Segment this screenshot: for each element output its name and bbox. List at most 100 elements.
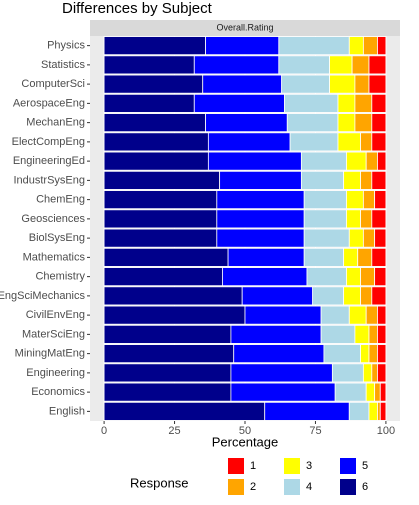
bar-segment	[264, 401, 350, 421]
bar-segment	[351, 55, 370, 75]
y-tick-label: BiolSysEng	[29, 232, 85, 244]
facet-strip	[90, 20, 400, 36]
bar-segment	[371, 113, 387, 133]
bar-segment	[103, 36, 206, 56]
bar-segment	[362, 363, 373, 383]
bar-segment	[377, 363, 387, 383]
bar-segment	[371, 132, 387, 152]
x-tick-label: 0	[101, 425, 107, 437]
bar-segment	[360, 286, 373, 306]
y-tick-label: AerospaceEng	[13, 97, 85, 109]
bar-segment	[103, 363, 232, 383]
bar-segment	[103, 74, 204, 94]
bar-segment	[205, 113, 288, 133]
bar-segment	[103, 247, 229, 267]
bar-segment	[331, 363, 364, 383]
y-tick-label: Economics	[31, 386, 85, 398]
chart-title: Differences by Subject	[62, 0, 213, 17]
bar-segment	[303, 190, 347, 210]
bar-segment	[103, 228, 218, 248]
bar-segment	[303, 247, 345, 267]
bar-segment	[371, 93, 387, 113]
legend-swatch	[284, 458, 300, 474]
y-tick-label: Geosciences	[21, 213, 85, 225]
bar-segment	[343, 170, 361, 190]
bar-segment	[346, 151, 367, 171]
bar-segment	[103, 305, 246, 325]
bar-segment	[374, 190, 387, 210]
legend-swatch	[228, 458, 244, 474]
legend-title: Response	[130, 475, 189, 490]
bar-segment	[374, 228, 387, 248]
bar-segment	[377, 344, 387, 364]
bar-segment	[103, 190, 218, 210]
bar-segment	[300, 170, 345, 190]
y-tick-label: Mathematics	[23, 251, 86, 263]
bar-segment	[103, 382, 232, 402]
x-tick-label: 50	[239, 425, 251, 437]
bar-segment	[103, 267, 223, 287]
bar-segment	[103, 170, 221, 190]
bar-segment	[374, 382, 381, 402]
legend-label: 4	[306, 481, 312, 493]
bar-segment	[337, 93, 356, 113]
y-tick-label: English	[49, 405, 85, 417]
bar-segment	[371, 247, 387, 267]
bar-segment	[303, 209, 347, 229]
bar-segment	[230, 363, 333, 383]
bar-segment	[103, 324, 232, 344]
bar-segment	[360, 209, 373, 229]
bar-segment	[354, 74, 370, 94]
y-tick-label: ElectCompEng	[12, 136, 85, 148]
bar-segment	[103, 55, 195, 75]
bar-segment	[354, 113, 373, 133]
bar-segment	[360, 132, 373, 152]
y-tick-label: MiningMatEng	[15, 348, 85, 360]
bar-segment	[368, 401, 378, 421]
bar-segment	[368, 344, 378, 364]
bar-segment	[360, 170, 373, 190]
x-axis-label: Percentage	[212, 434, 279, 449]
bar-segment	[103, 209, 218, 229]
y-tick-label: MechanEng	[26, 117, 85, 129]
y-tick-label: EngSciMechanics	[0, 290, 85, 302]
bar-segment	[233, 344, 325, 364]
legend-label: 1	[250, 460, 256, 472]
x-tick-label: 25	[168, 425, 180, 437]
bar-segment	[371, 209, 387, 229]
bar-segment	[284, 93, 339, 113]
legend-swatch	[284, 479, 300, 495]
bar-segment	[368, 74, 387, 94]
legend-swatch	[228, 479, 244, 495]
bar-segment	[193, 93, 285, 113]
y-tick-label: MaterSciEng	[22, 328, 85, 340]
legend-swatch	[340, 479, 356, 495]
bar-segment	[103, 93, 195, 113]
bar-segment	[354, 93, 373, 113]
y-tick-label: ComputerSci	[21, 78, 85, 90]
bar-segment	[348, 305, 367, 325]
bar-segment	[306, 267, 347, 287]
bar-segment	[216, 209, 305, 229]
bar-segment	[230, 382, 336, 402]
bar-segment	[362, 36, 378, 56]
bar-segment	[368, 324, 378, 344]
bar-segment	[357, 247, 373, 267]
bar-segment	[103, 401, 266, 421]
y-tick-label: Chemistry	[35, 271, 85, 283]
bar-segment	[379, 382, 387, 402]
bar-segment	[230, 324, 322, 344]
legend-swatch	[340, 458, 356, 474]
bar-segment	[312, 286, 345, 306]
bar-segment	[374, 267, 387, 287]
bar-segment	[278, 36, 350, 56]
x-tick-label: 75	[309, 425, 321, 437]
legend-label: 5	[362, 460, 368, 472]
bar-segment	[281, 74, 330, 94]
bar-segment	[216, 190, 305, 210]
bar-segment	[241, 286, 314, 306]
bar-segment	[371, 286, 387, 306]
facet-label: Overall.Rating	[216, 22, 273, 32]
bar-segment	[103, 344, 235, 364]
